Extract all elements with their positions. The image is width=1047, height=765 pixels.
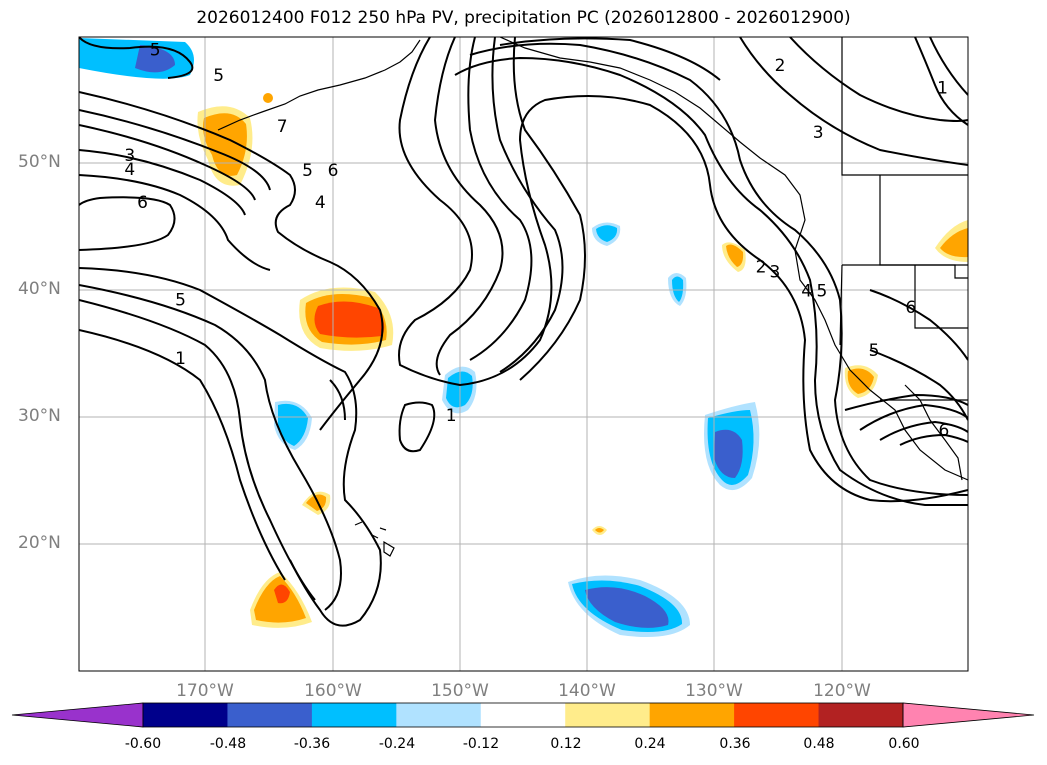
lon-label-150w: 150°W: [431, 681, 489, 701]
pv-contour-label: 6: [905, 298, 916, 318]
pv-contour-label: 5: [817, 282, 828, 302]
pv-contour-label: 5: [175, 290, 186, 310]
pv-contour-label: 5: [213, 66, 224, 86]
lon-label-170w: 170°W: [176, 681, 234, 701]
colorbar-tick: -0.48: [209, 736, 247, 752]
pv-contour-label: 2: [756, 258, 767, 278]
colorbar-tick: 0.48: [803, 736, 835, 752]
colorbar-segment: [396, 703, 482, 727]
lat-label-50n: 50°N: [18, 152, 61, 172]
pv-contour-label: 4: [315, 193, 326, 213]
map-frame: [78, 36, 969, 672]
lon-label-120w: 120°W: [813, 681, 871, 701]
precip-negative-area: [592, 222, 621, 246]
lon-label-160w: 160°W: [304, 681, 362, 701]
pv-contour-label: 6: [137, 193, 148, 213]
colorbar-tick: 0.36: [719, 736, 751, 752]
colorbar-tick: -0.24: [378, 736, 416, 752]
coastlines: [217, 37, 968, 557]
pv-contour-label: 1: [446, 406, 457, 426]
pv-contour-label: 7: [277, 117, 288, 137]
lat-label-40n: 40°N: [18, 279, 61, 299]
precip-positive-area: [935, 220, 968, 262]
colorbar-segment: [143, 703, 228, 727]
colorbar-segment: [818, 703, 904, 727]
precip-positive-area: [722, 242, 746, 272]
precip-positive-area: [592, 526, 607, 535]
pv-contour-label: 5: [869, 341, 880, 361]
pv-contour-label: 3: [124, 146, 135, 166]
precip-positive-area: [299, 287, 394, 351]
colorbar-tick: 0.60: [888, 736, 920, 752]
precip-negative-area: [568, 575, 690, 638]
colorbar: [11, 702, 1035, 728]
precip-negative-area: [442, 366, 477, 414]
colorbar-tick: -0.12: [462, 736, 500, 752]
pv-contour-label: 3: [813, 123, 824, 143]
pv-contour-label: 1: [937, 79, 948, 99]
lat-label-20n: 20°N: [18, 533, 61, 553]
map-title: 2026012400 F012 250 hPa PV, precipitatio…: [196, 8, 851, 28]
pv-contour-label: 2: [775, 56, 786, 76]
colorbar-segment: [311, 703, 397, 727]
lon-label-140w: 140°W: [558, 681, 616, 701]
lon-label-130w: 130°W: [685, 681, 743, 701]
colorbar-segment: [565, 703, 651, 727]
lat-label-30n: 30°N: [18, 406, 61, 426]
pv-contour-label: 4: [801, 282, 812, 302]
colorbar-tick: 0.24: [634, 736, 666, 752]
colorbar-segment: [649, 703, 735, 727]
pv-contour-label: 1: [175, 349, 186, 369]
pv-contour-label: 3: [770, 263, 781, 283]
colorbar-tick: 0.12: [550, 736, 582, 752]
colorbar-extend-high: [902, 702, 1035, 728]
pv-contours: [79, 37, 968, 627]
pv-contour-label: 6: [938, 421, 949, 441]
colorbar-tick: -0.60: [124, 736, 162, 752]
colorbar-segment: [734, 703, 820, 727]
pv-contour-label: 5: [302, 161, 313, 181]
colorbar-tick: -0.36: [293, 736, 331, 752]
precip-negative-area: [704, 402, 760, 491]
pv-contour-label: 5: [150, 41, 161, 61]
colorbar-segment: [480, 703, 566, 727]
colorbar-segment: [227, 703, 313, 727]
precip-positive-area: [250, 572, 312, 628]
pv-contour-label: 6: [328, 161, 339, 181]
colorbar-extend-low: [11, 702, 144, 728]
colorbar-frame: [142, 702, 904, 728]
pv-contour-label: 4: [124, 160, 135, 180]
